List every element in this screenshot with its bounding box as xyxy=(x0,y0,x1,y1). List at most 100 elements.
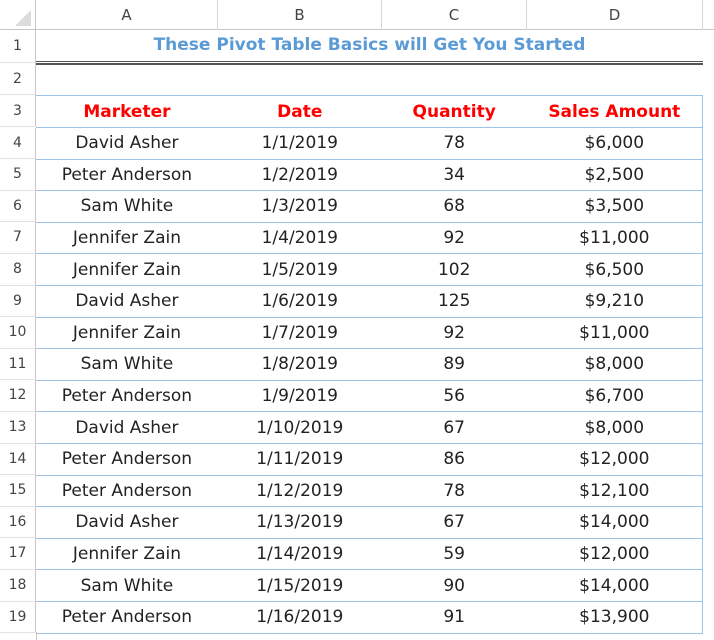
row-header[interactable]: 13 xyxy=(0,412,36,444)
cell-date[interactable]: 1/3/2019 xyxy=(217,190,382,223)
cell-date[interactable]: 1/15/2019 xyxy=(217,569,382,602)
cell-sales-amount[interactable]: $6,000 xyxy=(526,127,703,160)
cell-date[interactable]: 1/5/2019 xyxy=(217,253,382,286)
cell-quantity[interactable]: 89 xyxy=(381,348,527,381)
cell-sales-amount[interactable]: $12,000 xyxy=(526,537,703,571)
header-sales-amount[interactable]: Sales Amount xyxy=(526,95,703,128)
cell-date[interactable]: 1/10/2019 xyxy=(217,411,382,444)
cell-date[interactable]: 1/1/2019 xyxy=(217,127,382,160)
cell-marketer[interactable]: Peter Anderson xyxy=(36,158,218,192)
cell-marketer[interactable]: Sam White xyxy=(36,569,218,602)
cell-date[interactable]: 1/12/2019 xyxy=(217,474,382,508)
row-header[interactable]: 15 xyxy=(0,475,36,507)
row-header[interactable]: 18 xyxy=(0,570,36,602)
row-divider xyxy=(0,505,36,507)
cell-date[interactable]: 1/7/2019 xyxy=(217,316,382,350)
table-row: David Asher 1/1/2019 78 $6,000 xyxy=(36,127,703,160)
row-header[interactable]: 16 xyxy=(0,506,36,539)
cell-marketer[interactable]: David Asher xyxy=(36,127,218,160)
cell-sales-amount[interactable]: $11,000 xyxy=(526,221,703,255)
cell-sales-amount[interactable]: $12,100 xyxy=(526,474,703,508)
cell-marketer[interactable]: Jennifer Zain xyxy=(36,221,218,255)
cell-date[interactable]: 1/13/2019 xyxy=(217,506,382,539)
cell-quantity[interactable]: 59 xyxy=(381,537,527,571)
cell-date[interactable]: 1/14/2019 xyxy=(217,537,382,571)
cell-marketer[interactable]: Sam White xyxy=(36,190,218,223)
row-header[interactable]: 14 xyxy=(0,443,36,476)
cell-marketer[interactable]: Sam White xyxy=(36,348,218,381)
cell-sales-amount[interactable]: $12,000 xyxy=(526,442,703,476)
row-header[interactable]: 7 xyxy=(0,222,36,254)
cell-date[interactable]: 1/4/2019 xyxy=(217,221,382,255)
sheet-title-cell[interactable]: These Pivot Table Basics will Get You St… xyxy=(153,35,586,55)
cell-quantity[interactable]: 78 xyxy=(381,474,527,508)
row-divider xyxy=(0,126,36,127)
row-header[interactable]: 5 xyxy=(0,159,36,191)
row-divider xyxy=(0,94,36,95)
cell-marketer[interactable]: David Asher xyxy=(36,411,218,444)
cell-date[interactable]: 1/2/2019 xyxy=(217,158,382,192)
cell-date[interactable]: 1/6/2019 xyxy=(217,284,382,318)
title-double-underline xyxy=(36,61,703,65)
row-header[interactable]: 6 xyxy=(0,190,36,223)
cell-marketer[interactable]: Peter Anderson xyxy=(36,474,218,508)
row-header[interactable]: 2 xyxy=(0,63,36,95)
row-divider xyxy=(0,600,36,602)
cell-quantity[interactable]: 86 xyxy=(381,442,527,476)
row-header[interactable]: 4 xyxy=(0,127,36,160)
cell-sales-amount[interactable]: $6,500 xyxy=(526,253,703,286)
cell-quantity[interactable]: 125 xyxy=(381,284,527,318)
cell-quantity[interactable]: 92 xyxy=(381,316,527,350)
cell-sales-amount[interactable]: $8,000 xyxy=(526,348,703,381)
cell-quantity[interactable]: 90 xyxy=(381,569,527,602)
cell-quantity[interactable]: 56 xyxy=(381,379,527,413)
cell-sales-amount[interactable]: $13,900 xyxy=(526,600,703,634)
cell-quantity[interactable]: 92 xyxy=(381,221,527,255)
cell-marketer[interactable]: Peter Anderson xyxy=(36,442,218,476)
cell-sales-amount[interactable]: $3,500 xyxy=(526,190,703,223)
cell-marketer[interactable]: Jennifer Zain xyxy=(36,537,218,571)
cell-marketer[interactable]: David Asher xyxy=(36,506,218,539)
cell-marketer[interactable]: Peter Anderson xyxy=(36,379,218,413)
row-header[interactable]: 8 xyxy=(0,254,36,286)
row-header[interactable]: 1 xyxy=(0,30,36,63)
column-header-b[interactable]: B xyxy=(218,0,382,30)
column-header-d[interactable]: D xyxy=(527,0,703,30)
row-header[interactable]: 11 xyxy=(0,348,36,381)
row-header[interactable]: 17 xyxy=(0,538,36,570)
row-divider xyxy=(0,537,36,539)
row-header[interactable]: 3 xyxy=(0,95,36,127)
cell-sales-amount[interactable]: $14,000 xyxy=(526,506,703,539)
cell-sales-amount[interactable]: $6,700 xyxy=(526,379,703,413)
column-header-c[interactable]: C xyxy=(382,0,527,30)
cell-quantity[interactable]: 34 xyxy=(381,158,527,192)
header-quantity[interactable]: Quantity xyxy=(381,95,527,128)
cell-marketer[interactable]: Jennifer Zain xyxy=(36,316,218,350)
cell-quantity[interactable]: 67 xyxy=(381,411,527,444)
header-marketer[interactable]: Marketer xyxy=(36,95,218,128)
row-header[interactable]: 12 xyxy=(0,380,36,412)
column-header-a[interactable]: A xyxy=(36,0,218,30)
cell-quantity[interactable]: 67 xyxy=(381,506,527,539)
select-all-corner[interactable] xyxy=(0,0,36,30)
cell-quantity[interactable]: 91 xyxy=(381,600,527,634)
cell-marketer[interactable]: David Asher xyxy=(36,284,218,318)
cell-date[interactable]: 1/16/2019 xyxy=(217,600,382,634)
cell-marketer[interactable]: Jennifer Zain xyxy=(36,253,218,286)
header-date[interactable]: Date xyxy=(217,95,382,128)
row-header[interactable]: 10 xyxy=(0,317,36,349)
cell-date[interactable]: 1/11/2019 xyxy=(217,442,382,476)
row-header[interactable]: 19 xyxy=(0,601,36,634)
cell-sales-amount[interactable]: $14,000 xyxy=(526,569,703,602)
cell-quantity[interactable]: 102 xyxy=(381,253,527,286)
cell-sales-amount[interactable]: $8,000 xyxy=(526,411,703,444)
row-header[interactable]: 9 xyxy=(0,285,36,318)
cell-date[interactable]: 1/8/2019 xyxy=(217,348,382,381)
cell-marketer[interactable]: Peter Anderson xyxy=(36,600,218,634)
cell-sales-amount[interactable]: $11,000 xyxy=(526,316,703,350)
cell-sales-amount[interactable]: $2,500 xyxy=(526,158,703,192)
cell-quantity[interactable]: 68 xyxy=(381,190,527,223)
cell-sales-amount[interactable]: $9,210 xyxy=(526,284,703,318)
cell-date[interactable]: 1/9/2019 xyxy=(217,379,382,413)
cell-quantity[interactable]: 78 xyxy=(381,127,527,160)
